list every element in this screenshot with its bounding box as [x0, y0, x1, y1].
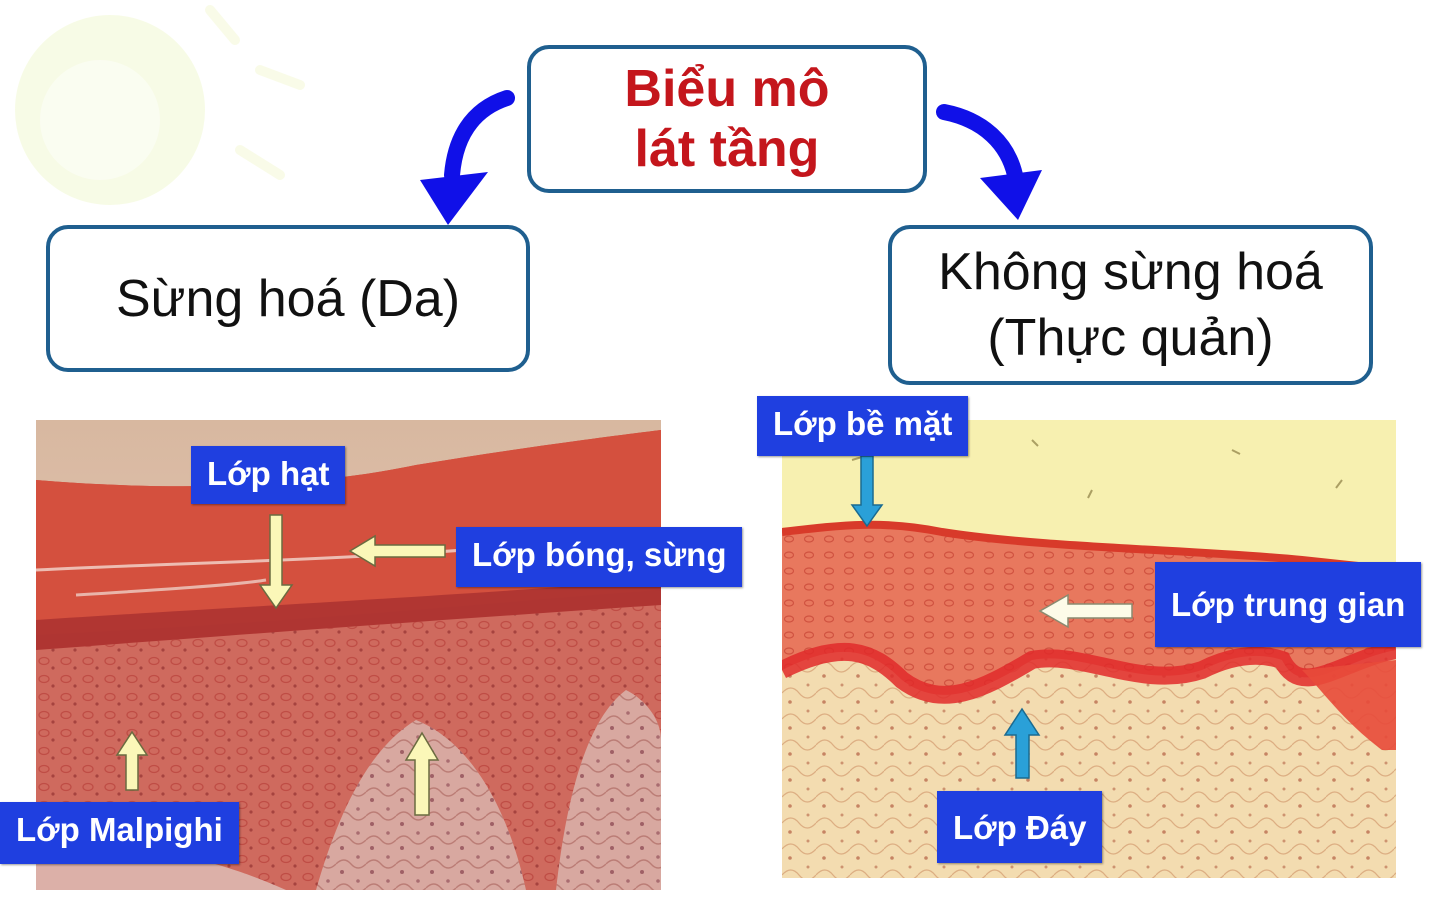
label-surface-layer: Lớp bề mặt	[757, 396, 969, 456]
label-granular-layer: Lớp hạt	[191, 446, 346, 504]
right-curved-arrow	[936, 104, 1023, 183]
yellow-arrow-malpighi-left	[115, 730, 149, 791]
label-intermediate-layer: Lớp trung gian	[1155, 562, 1422, 647]
root-box-stratified-epithelium: Biểu mô lát tầng	[527, 45, 927, 193]
right-arrowhead	[980, 170, 1042, 220]
cyan-arrow-basal	[1003, 707, 1041, 779]
root-title-line2: lát tầng	[634, 120, 820, 178]
root-title-line1: Biểu mô	[624, 60, 830, 118]
yellow-arrow-malpighi-right	[404, 731, 440, 816]
label-basal-layer: Lớp Đáy	[937, 791, 1103, 863]
right-box-non-keratinized: Không sừng hoá (Thực quản)	[888, 225, 1373, 385]
label-malpighi-layer: Lớp Malpighi	[0, 802, 239, 864]
right-box-line1: Không sừng hoá	[938, 243, 1323, 301]
white-arrow-intermediate	[1038, 593, 1133, 629]
right-box-line2: (Thực quản)	[987, 309, 1274, 367]
left-curved-arrow	[444, 90, 515, 183]
left-arrowhead	[420, 172, 488, 225]
label-lucidum-corneum-layer: Lớp bóng, sừng	[456, 527, 743, 587]
left-box-text: Sừng hoá (Da)	[115, 269, 461, 328]
yellow-arrow-granular	[258, 514, 294, 610]
cyan-arrow-surface	[850, 455, 884, 528]
yellow-arrow-lucidum	[348, 534, 446, 568]
left-box-keratinized: Sừng hoá (Da)	[46, 225, 530, 372]
